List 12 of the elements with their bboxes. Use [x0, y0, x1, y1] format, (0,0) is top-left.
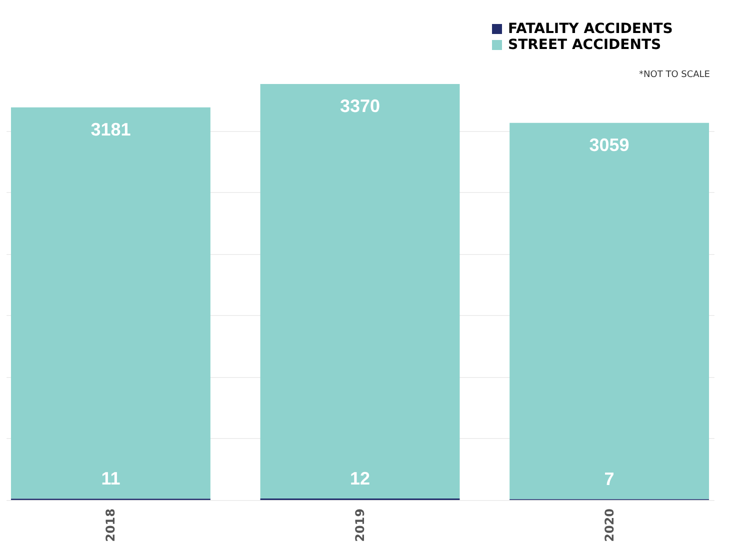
data-label: 7 — [604, 469, 614, 490]
x-tick-label: 2018 — [104, 508, 118, 542]
data-label: 3370 — [340, 96, 380, 116]
data-label: 3059 — [589, 134, 630, 155]
data-label: 11 — [101, 468, 120, 489]
x-tick-label: 2020 — [602, 508, 616, 542]
text: *NOT TO SCALE — [639, 70, 710, 80]
legend-label: FATALITY ACCIDENTS — [508, 21, 673, 37]
data-label: 12 — [350, 468, 370, 489]
legend-label: STREET ACCIDENTS — [508, 37, 662, 53]
data-label: 3181 — [90, 119, 131, 140]
x-tick-label: 2019 — [353, 508, 367, 542]
